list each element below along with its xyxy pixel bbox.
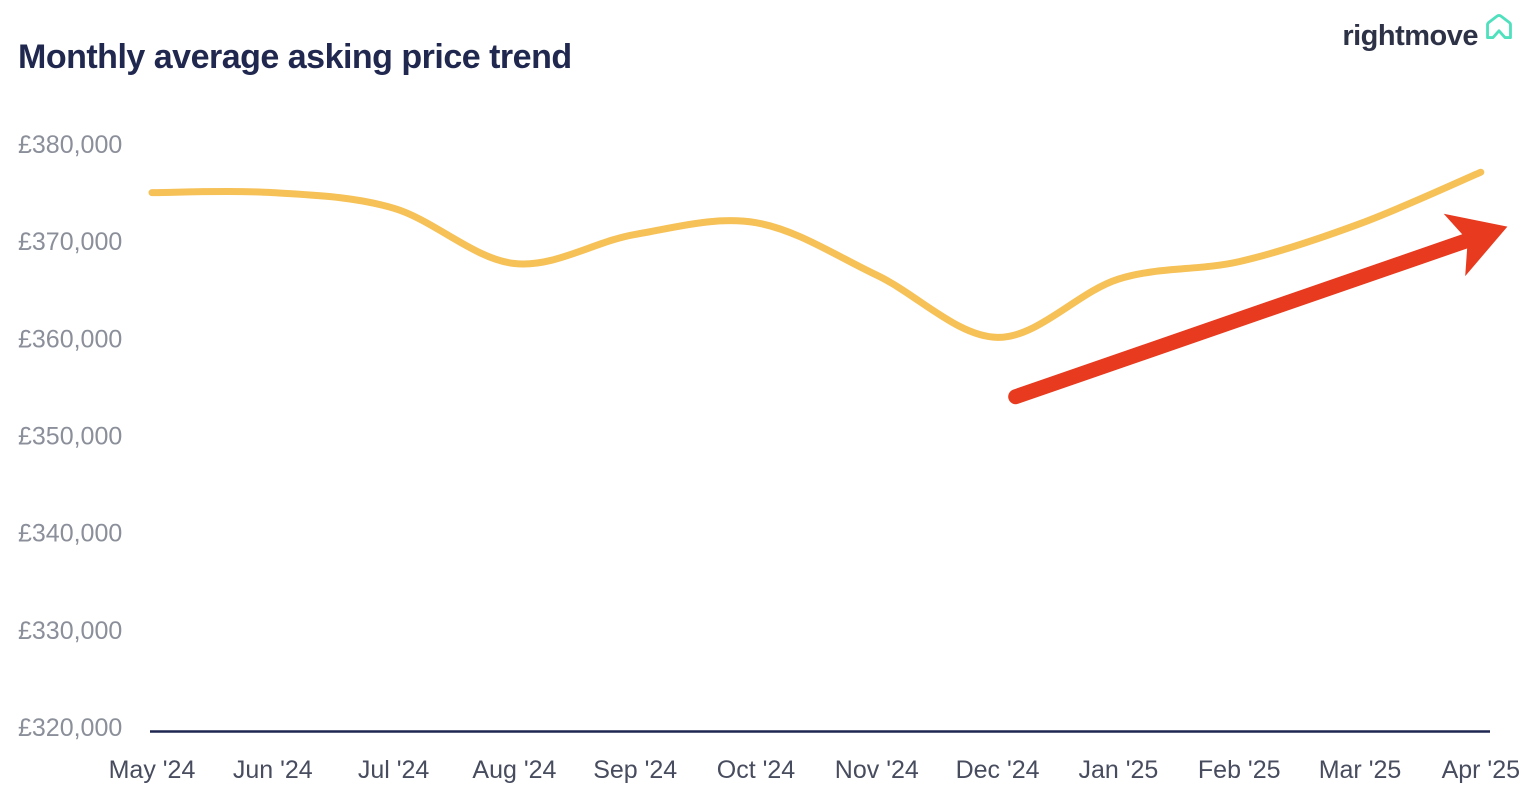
y-tick-label: £370,000: [18, 228, 122, 256]
page-title: Monthly average asking price trend: [18, 38, 572, 76]
arrow-shaft: [1008, 231, 1479, 405]
x-tick-label: Feb '25: [1198, 756, 1281, 784]
y-tick-label: £350,000: [18, 423, 122, 451]
x-tick-label: Dec '24: [956, 756, 1040, 784]
rightmove-logo: rightmove: [1342, 12, 1515, 51]
price-trend-line: [148, 168, 1485, 341]
x-tick-label: Jun '24: [233, 756, 313, 784]
x-tick-label: Apr '25: [1442, 756, 1520, 784]
arrow-head-icon: [1443, 213, 1508, 277]
y-tick-label: £320,000: [18, 714, 122, 742]
x-tick-label: Nov '24: [835, 756, 919, 784]
x-tick-label: Oct '24: [717, 756, 796, 784]
x-tick-label: Aug '24: [472, 756, 556, 784]
upward-trend-arrow: [1008, 213, 1508, 405]
y-tick-label: £330,000: [18, 617, 122, 645]
x-tick-label: Jan '25: [1078, 756, 1158, 784]
x-axis-labels: May '24 Jun '24 Jul '24 Aug '24 Sep '24 …: [109, 756, 1520, 784]
x-tick-label: Mar '25: [1319, 756, 1402, 784]
rightmove-logo-text: rightmove: [1342, 20, 1478, 52]
y-axis-labels: £380,000 £370,000 £360,000 £350,000 £340…: [18, 131, 122, 742]
x-tick-label: Sep '24: [593, 756, 677, 784]
x-tick-label: Jul '24: [358, 756, 430, 784]
rightmove-house-icon: [1486, 14, 1512, 39]
y-tick-label: £340,000: [18, 520, 122, 548]
y-tick-label: £380,000: [18, 131, 122, 159]
y-tick-label: £360,000: [18, 325, 122, 353]
x-tick-label: May '24: [109, 756, 196, 784]
